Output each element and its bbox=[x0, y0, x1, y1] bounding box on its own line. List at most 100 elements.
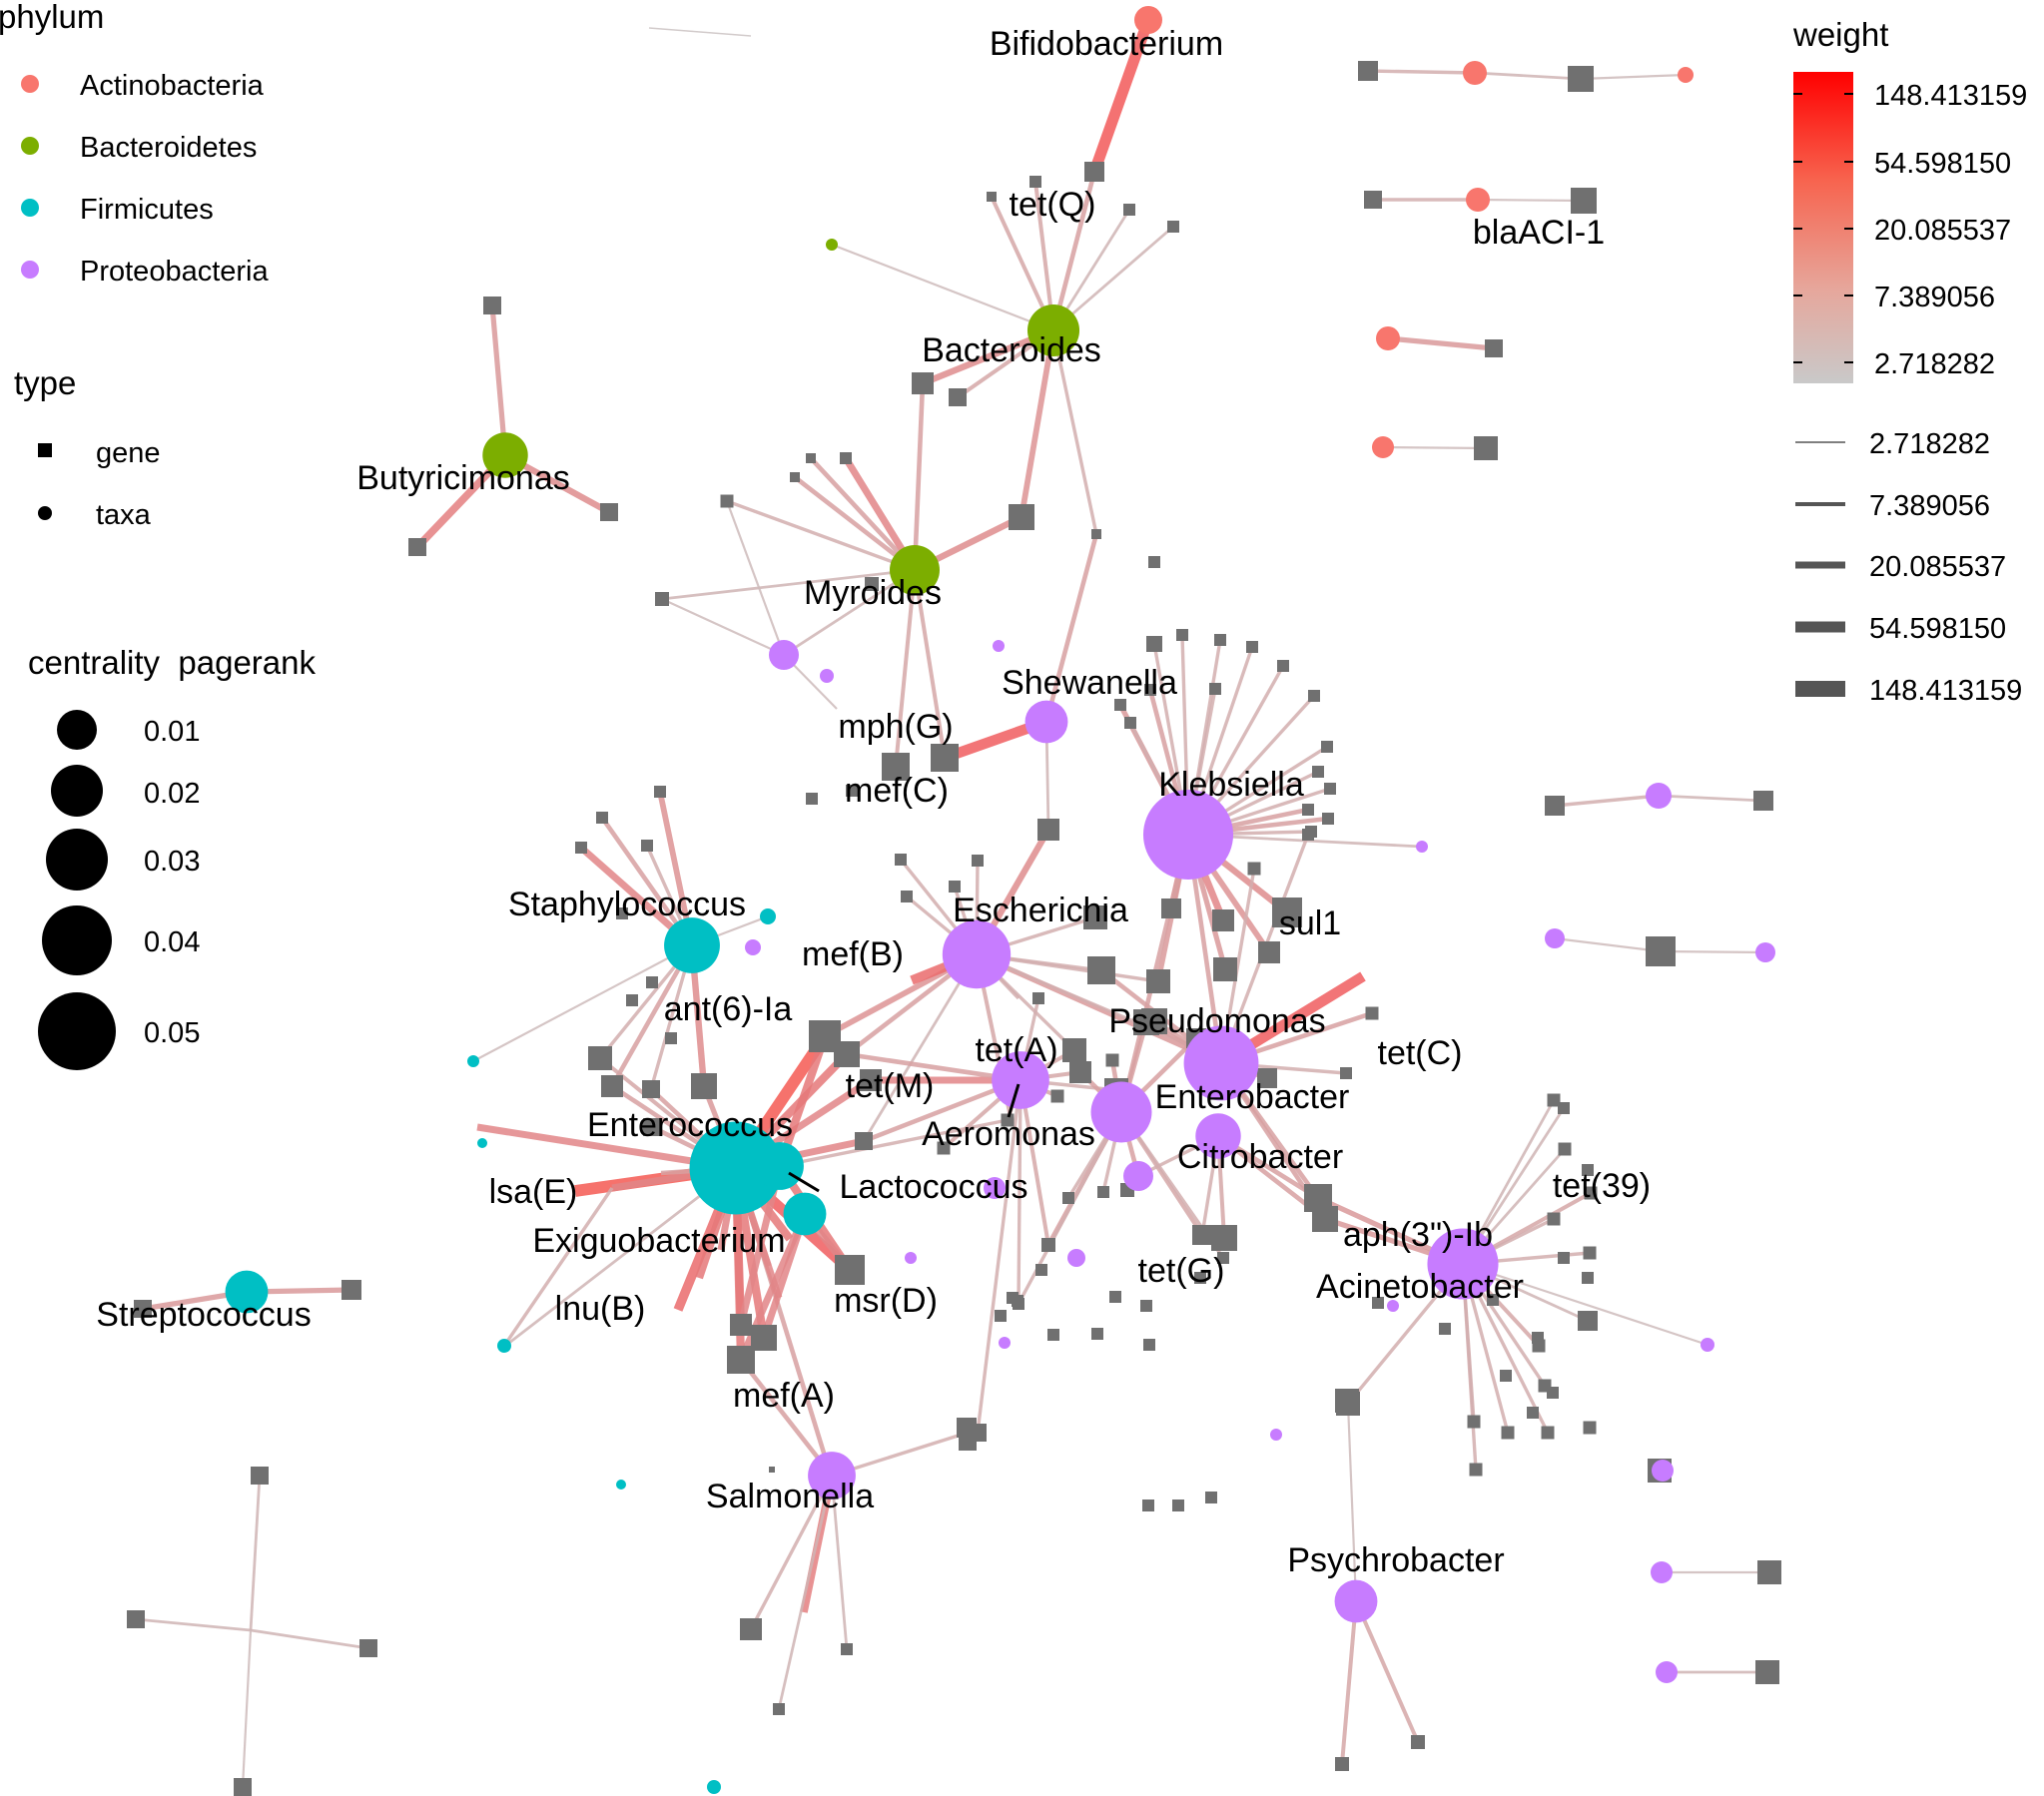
gene-node bbox=[1035, 1264, 1047, 1276]
edge bbox=[489, 304, 508, 456]
edge bbox=[648, 27, 752, 37]
gene-label: tet(G) bbox=[1138, 1252, 1225, 1290]
edge bbox=[779, 1118, 1009, 1168]
gene-node bbox=[1037, 819, 1059, 841]
gene-node bbox=[1364, 191, 1382, 209]
gene-node bbox=[1047, 1329, 1059, 1341]
lactococcus-leader-line bbox=[788, 1171, 820, 1193]
edge bbox=[1367, 69, 1477, 75]
edge bbox=[1475, 71, 1582, 81]
gene-node bbox=[1571, 188, 1597, 214]
legend-size-0.02 bbox=[51, 765, 103, 817]
gene-node bbox=[1547, 1212, 1561, 1226]
edge bbox=[1477, 198, 1585, 203]
taxa-node bbox=[1466, 188, 1490, 212]
gene-node bbox=[1312, 1206, 1338, 1232]
gene-node bbox=[841, 1643, 853, 1655]
centrality-legend-title: centrality pagerank bbox=[28, 644, 316, 681]
gene-node bbox=[1501, 1426, 1515, 1440]
gene-node bbox=[1305, 826, 1317, 838]
gene-node bbox=[957, 1418, 977, 1438]
gene-node bbox=[1582, 1272, 1594, 1284]
gene-label: tet(A) bbox=[975, 1031, 1057, 1069]
legend-label-proteobacteria: Proteobacteria bbox=[80, 256, 269, 288]
gene-node bbox=[1258, 941, 1280, 963]
gene-node bbox=[1372, 1297, 1384, 1309]
gene-node bbox=[1041, 1238, 1055, 1252]
taxa-node-myroides bbox=[890, 545, 940, 595]
edge bbox=[1052, 225, 1174, 332]
legend-label-taxa: taxa bbox=[96, 499, 152, 531]
gene-node bbox=[937, 1141, 951, 1155]
gene-node bbox=[751, 1325, 777, 1351]
gene-node bbox=[1194, 1272, 1206, 1284]
gene-node bbox=[1547, 1387, 1559, 1399]
gene-node bbox=[1545, 796, 1565, 816]
gene-node bbox=[1324, 783, 1336, 795]
taxa-label-salmonella: Salmonella bbox=[706, 1478, 874, 1515]
gene-node bbox=[1584, 1186, 1598, 1200]
legend-size-0.05 bbox=[38, 992, 116, 1070]
edge bbox=[661, 568, 916, 601]
edge bbox=[793, 475, 917, 572]
gene-node bbox=[1105, 1053, 1119, 1067]
gene-node bbox=[730, 1314, 752, 1336]
taxa-label-acinetobacter: Acinetobacter bbox=[1316, 1268, 1524, 1306]
gene-node bbox=[1583, 1246, 1597, 1260]
gene-node bbox=[359, 1639, 377, 1657]
gene-node bbox=[806, 453, 816, 463]
gene-label: mef(C) bbox=[845, 772, 949, 810]
edge bbox=[1554, 936, 1662, 953]
gene-node bbox=[835, 1255, 865, 1285]
weight-legend-title: weight bbox=[1792, 16, 1888, 53]
gene-node bbox=[901, 891, 913, 902]
taxa-label-myroides: Myroides bbox=[804, 574, 942, 612]
edge bbox=[249, 1475, 262, 1631]
gene-node bbox=[1247, 862, 1261, 876]
gene-node bbox=[408, 538, 426, 556]
edge bbox=[502, 1187, 614, 1347]
gene-node bbox=[1753, 791, 1773, 811]
taxa-node bbox=[1545, 928, 1565, 948]
gene-node bbox=[1322, 813, 1334, 825]
gene-node bbox=[1192, 1225, 1212, 1245]
taxa-node-staphylococcus bbox=[664, 917, 720, 973]
taxa-label-citrobacter: Citrobacter bbox=[1177, 1138, 1343, 1176]
taxa-node bbox=[1387, 1300, 1399, 1312]
gene-node bbox=[1217, 1252, 1229, 1264]
gene-node-layer bbox=[127, 61, 1781, 1796]
legend-label-actinobacteria: Actinobacteria bbox=[80, 70, 265, 102]
gene-node bbox=[1358, 61, 1378, 81]
taxa-node bbox=[1652, 1460, 1674, 1482]
taxa-node bbox=[760, 908, 776, 924]
gene-node bbox=[995, 1310, 1007, 1322]
gene-node bbox=[1246, 641, 1258, 653]
edge bbox=[725, 500, 786, 656]
taxa-node bbox=[826, 239, 838, 251]
legend-size-label-0.02: 0.02 bbox=[144, 778, 200, 810]
gene-node bbox=[1091, 529, 1101, 539]
gene-node bbox=[1558, 1102, 1570, 1114]
gene-node bbox=[1411, 1735, 1425, 1749]
gene-node bbox=[790, 472, 800, 482]
edge bbox=[912, 382, 926, 571]
legend-label-gene: gene bbox=[96, 437, 161, 469]
gene-node bbox=[1541, 1426, 1555, 1440]
taxa-node-streptococcus bbox=[225, 1270, 269, 1314]
gene-node bbox=[1172, 1499, 1184, 1511]
edge bbox=[777, 1475, 834, 1710]
legend-key-bacteroidetes bbox=[21, 137, 39, 155]
gene-node bbox=[1114, 699, 1126, 711]
gene-node bbox=[1205, 1492, 1217, 1503]
edge bbox=[472, 944, 693, 1062]
taxa-node-salmonella bbox=[808, 1452, 856, 1499]
weight-tick-2: 54.598150 bbox=[1874, 148, 2011, 180]
gene-node bbox=[1578, 1311, 1598, 1331]
gene-label: tet(39) bbox=[1553, 1167, 1651, 1205]
edge bbox=[1658, 794, 1764, 803]
gene-node bbox=[865, 577, 879, 591]
edge bbox=[1019, 329, 1056, 518]
gene-node bbox=[1032, 992, 1044, 1004]
gene-node bbox=[1109, 1291, 1121, 1303]
taxa-label-klebsiella: Klebsiella bbox=[1158, 766, 1304, 804]
